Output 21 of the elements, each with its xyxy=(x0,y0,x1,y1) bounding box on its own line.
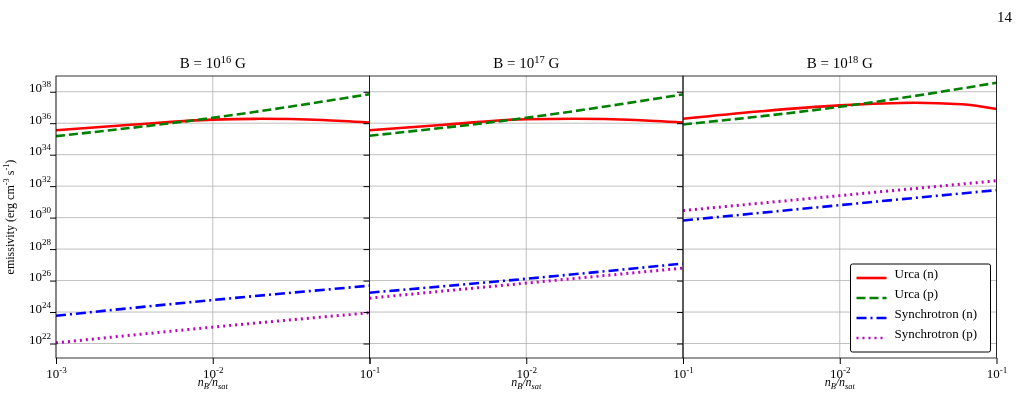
legend-label: Synchrotron (p) xyxy=(894,326,978,341)
legend-label: Urca (n) xyxy=(894,266,939,281)
x-tick-label: 10$^{-1}$ xyxy=(986,365,1008,381)
y-tick-label: 10$^{34}$ xyxy=(28,142,52,159)
y-tick-label: 10$^{36}$ xyxy=(28,110,52,127)
y-tick-label: 10$^{32}$ xyxy=(28,173,52,190)
y-tick-label: 10$^{30}$ xyxy=(28,205,52,222)
y-tick-label: 10$^{26}$ xyxy=(28,268,52,285)
chart-title: B = 10$^{18}$ G xyxy=(806,54,873,71)
chart-title: B = 10$^{16}$ G xyxy=(179,54,246,71)
x-tick-label: 10$^{-1}$ xyxy=(359,365,381,381)
y-tick-label: 10$^{24}$ xyxy=(28,299,52,316)
y-tick-label: 10$^{38}$ xyxy=(28,79,52,96)
legend-label: Synchrotron (n) xyxy=(894,306,978,321)
text: 14 xyxy=(997,9,1013,25)
x-tick-label: 10$^{-1}$ xyxy=(673,365,694,381)
y-tick-label: 10$^{28}$ xyxy=(28,236,52,253)
chart-title: B = 10$^{17}$ G xyxy=(493,54,560,71)
y-tick-label: 10$^{22}$ xyxy=(28,331,52,348)
x-tick-label: 10$^{-3}$ xyxy=(46,365,68,381)
legend-label: Urca (p) xyxy=(894,286,939,301)
